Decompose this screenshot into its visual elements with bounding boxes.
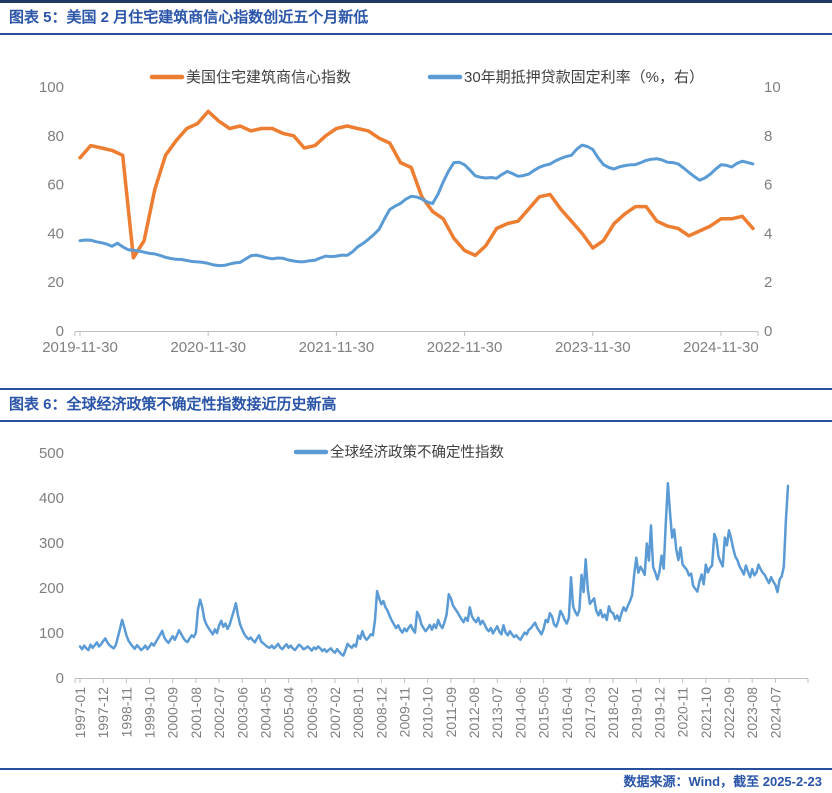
x-axis-tick-label: 2007-02 — [327, 687, 343, 739]
legend-label: 美国住宅建筑商信心指数 — [186, 69, 351, 86]
x-axis-tick-label: 2019-01 — [628, 687, 644, 739]
series-line-0 — [78, 109, 755, 260]
x-axis-tick-label: 2017-03 — [582, 687, 598, 739]
x-axis-tick-label: 2019-11-30 — [42, 339, 118, 356]
x-axis-tick-label: 1999-10 — [142, 687, 158, 739]
legend-label: 30年期抵押贷款固定利率（%，右） — [464, 69, 704, 86]
x-axis-tick-label: 2005-04 — [281, 687, 297, 739]
figure6-chart: 全球经济政策不确定性指数 0 100 200 300 400 500 1997-01 1997-… — [39, 443, 809, 739]
x-axis-tick-label: 2013-07 — [489, 687, 505, 739]
x-axis-tick-label: 2015-05 — [536, 687, 552, 739]
x-axis-tick-label: 2016-04 — [559, 687, 575, 739]
figure5-header: 图表 5：美国 2 月住宅建筑商信心指数创近五个月新低 — [0, 0, 832, 35]
x-axis-tick-label: 2003-06 — [234, 687, 250, 739]
x-axis-tick-label: 2009-11 — [397, 687, 413, 738]
x-axis-tick-label: 2008-12 — [373, 687, 389, 739]
y-axis-left-tick-label: 80 — [47, 128, 64, 145]
x-axis-tick-label: 2020-11 — [675, 687, 691, 738]
y-axis-left-tick-label: 100 — [39, 79, 64, 96]
x-axis-tick-label: 2024-07 — [767, 687, 783, 739]
x-axis-tick-label: 2014-06 — [512, 687, 528, 739]
x-axis-tick-label: 2021-10 — [698, 687, 714, 739]
y-axis-left-tick-label: 300 — [39, 535, 64, 552]
y-axis-left-tick-label: 400 — [39, 490, 64, 507]
x-axis-tick-label: 2002-07 — [211, 687, 227, 739]
y-axis-right-tick-label: 2 — [764, 274, 772, 291]
y-axis-left-tick-label: 100 — [39, 625, 64, 642]
y-axis-left-tick-label: 0 — [56, 323, 64, 340]
figure6-header: 图表 6：全球经济政策不确定性指数接近历史新高 — [0, 388, 832, 422]
x-axis-tick-label: 2018-02 — [605, 687, 621, 739]
figure5-title: 图表 5：美国 2 月住宅建筑商信心指数创近五个月新低 — [9, 9, 369, 26]
y-axis-left-tick-label: 20 — [47, 274, 64, 291]
x-axis-tick-label: 2023-08 — [744, 687, 760, 739]
x-axis-tick-label: 2020-11-30 — [170, 339, 246, 356]
y-axis-right-tick-label: 0 — [764, 323, 772, 340]
figure6-title: 图表 6：全球经济政策不确定性指数接近历史新高 — [9, 396, 337, 413]
x-axis-tick-label: 2022-11-30 — [427, 339, 503, 356]
x-axis-tick-label: 2000-09 — [165, 687, 181, 739]
y-axis-left-tick-label: 0 — [56, 670, 64, 687]
source-text: 数据来源：Wind，截至 2025-2-23 — [623, 774, 822, 789]
x-axis-tick-label: 2010-10 — [420, 687, 436, 739]
y-axis-right-tick-label: 8 — [764, 128, 772, 145]
x-axis-tick-label: 1997-01 — [72, 687, 88, 739]
y-axis-right-tick-label: 4 — [764, 225, 772, 242]
x-axis-tick-label: 2001-08 — [188, 687, 204, 739]
y-axis-right-tick-label: 10 — [764, 79, 781, 96]
x-axis-tick-label: 2006-03 — [304, 687, 320, 739]
x-axis-tick-label: 2024-11-30 — [683, 339, 759, 356]
y-axis-left-tick-label: 40 — [47, 225, 64, 242]
x-axis-tick-label: 1997-12 — [95, 687, 111, 739]
x-axis-tick-label: 2023-11-30 — [555, 339, 631, 356]
x-axis-tick-label: 2011-09 — [443, 687, 459, 738]
x-axis-tick-label: 2021-11-30 — [299, 339, 375, 356]
x-axis-tick-label: 2019-12 — [651, 687, 667, 739]
source-footer: 数据来源：Wind，截至 2025-2-23 — [0, 768, 832, 793]
x-axis-tick-label: 2008-01 — [350, 687, 366, 739]
x-axis-tick-label: 2004-05 — [257, 687, 273, 739]
series-line-1 — [78, 143, 755, 268]
series-line-0 — [78, 481, 790, 657]
x-axis-tick-label: 2012-08 — [466, 687, 482, 739]
x-axis-tick-label: 1998-11 — [118, 687, 134, 738]
y-axis-right-tick-label: 6 — [764, 177, 772, 194]
x-axis-tick-label: 2022-09 — [721, 687, 737, 739]
legend-label: 全球经济政策不确定性指数 — [330, 443, 504, 461]
y-axis-left-tick-label: 500 — [39, 445, 64, 462]
y-axis-left-tick-label: 60 — [47, 177, 64, 194]
y-axis-left-tick-label: 200 — [39, 580, 64, 597]
figure5-chart: 美国住宅建筑商信心指数 30年期抵押贷款固定利率（%，右）020406080100… — [39, 69, 781, 356]
